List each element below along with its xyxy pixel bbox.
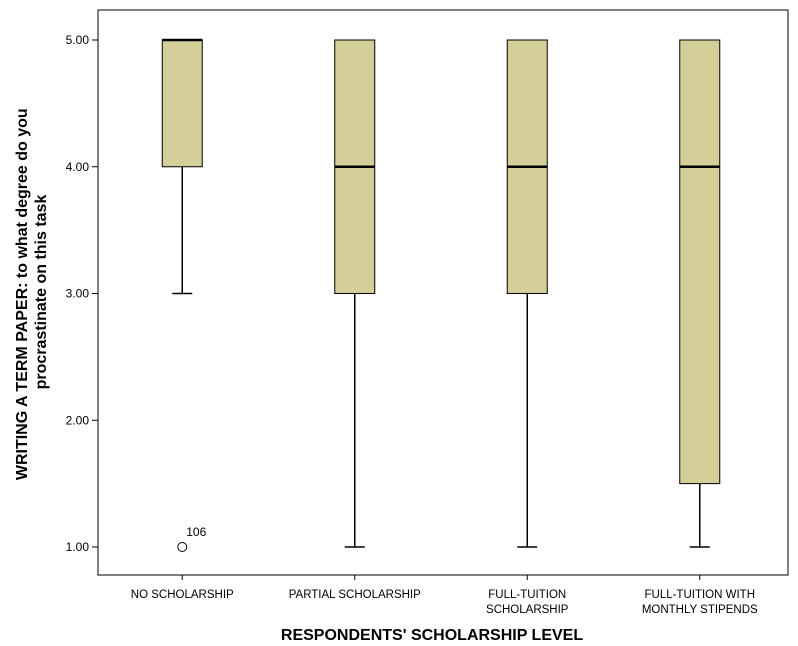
boxes: 106	[161, 38, 721, 552]
y-tick-label: 2.00	[66, 413, 90, 427]
x-axis-labels: NO SCHOLARSHIP PARTIAL SCHOLARSHIP FULL-TU…	[131, 575, 758, 616]
x-tick-label-line: MONTHLY STIPENDS	[642, 604, 758, 616]
x-tick-label: FULL-TUITION SCHOLARSHIP	[486, 589, 569, 616]
box-group	[506, 39, 548, 548]
y-tick-label: 5.00	[66, 33, 90, 47]
box-group: 106	[161, 38, 207, 552]
iqr-box	[161, 39, 203, 168]
y-axis-title: WRITING A TERM PAPER: to what degree do …	[14, 104, 50, 480]
y-tick-label: 3.00	[66, 287, 90, 301]
x-tick-label: FULL-TUITION WITH MONTHLY STIPENDS	[642, 589, 758, 616]
x-tick-label-line: PARTIAL SCHOLARSHIP	[289, 589, 421, 601]
svg-text:WRITING A TERM PAPER: to what: WRITING A TERM PAPER: to what degree do …	[14, 104, 50, 480]
box-group	[679, 39, 721, 548]
plot-frame	[97, 9, 789, 576]
x-tick-label-line: FULL-TUITION	[488, 589, 566, 601]
y-axis: 1.00 2.00 3.00 4.00 5.00	[66, 33, 98, 554]
iqr-box	[679, 39, 721, 485]
outlier-point	[177, 542, 188, 552]
x-tick-label: PARTIAL SCHOLARSHIP	[289, 589, 421, 601]
y-axis-title-line-1: WRITING A TERM PAPER: to what degree do …	[14, 108, 31, 480]
x-tick-label-line: FULL-TUITION WITH	[644, 589, 755, 601]
x-axis-title: RESPONDENTS' SCHOLARSHIP LEVEL	[281, 627, 583, 644]
y-tick-label: 4.00	[66, 160, 90, 174]
x-tick-label-line: SCHOLARSHIP	[486, 604, 569, 616]
box-group	[334, 39, 376, 548]
y-axis-title-line-2: procrastinate on this task	[33, 195, 50, 390]
outlier-label: 106	[186, 525, 206, 539]
y-tick-label: 1.00	[66, 540, 90, 554]
x-tick-label: NO SCHOLARSHIP	[131, 589, 234, 601]
x-tick-label-line: NO SCHOLARSHIP	[131, 589, 234, 601]
